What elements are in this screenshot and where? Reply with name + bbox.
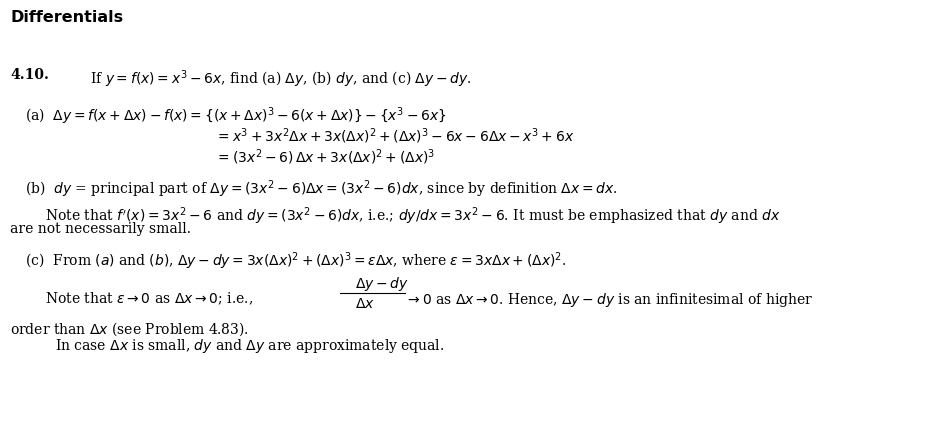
Text: order than $\Delta x$ (see Problem 4.83).: order than $\Delta x$ (see Problem 4.83)… <box>10 320 249 337</box>
Text: (b)  $dy$ = principal part of $\Delta y = (3x^2 - 6)\Delta x = (3x^2 - 6)dx$, si: (b) $dy$ = principal part of $\Delta y =… <box>25 178 617 200</box>
Text: $\Delta x$: $\Delta x$ <box>355 297 375 311</box>
Text: $\rightarrow 0$ as $\Delta x \rightarrow 0$. Hence, $\Delta y - dy$ is an infini: $\rightarrow 0$ as $\Delta x \rightarrow… <box>405 291 813 309</box>
Text: $= x^3 + 3x^2 \Delta x + 3x(\Delta x)^2 + (\Delta x)^3 - 6x - 6\Delta x - x^3 + : $= x^3 + 3x^2 \Delta x + 3x(\Delta x)^2 … <box>215 126 574 146</box>
Text: Note that $\epsilon \rightarrow 0$ as $\Delta x \rightarrow 0$; i.e.,: Note that $\epsilon \rightarrow 0$ as $\… <box>45 291 253 307</box>
Text: Note that $f'(x) = 3x^2 - 6$ and $dy = (3x^2 - 6)dx$, i.e.; $dy/dx = 3x^2 - 6$. : Note that $f'(x) = 3x^2 - 6$ and $dy = (… <box>45 205 781 227</box>
Text: (a)  $\Delta y = f(x + \Delta x) - f(x) = \{(x + \Delta x)^3 - 6(x + \Delta x)\}: (a) $\Delta y = f(x + \Delta x) - f(x) =… <box>25 105 447 127</box>
Text: In case $\Delta x$ is small, $dy$ and $\Delta y$ are approximately equal.: In case $\Delta x$ is small, $dy$ and $\… <box>55 337 445 355</box>
Text: $= (3x^2 - 6)\,\Delta x + 3x(\Delta x)^2 + (\Delta x)^3$: $= (3x^2 - 6)\,\Delta x + 3x(\Delta x)^2… <box>215 147 435 167</box>
Text: $\Delta y - dy$: $\Delta y - dy$ <box>355 275 409 293</box>
Text: If $y = f(x) = x^3 - 6x$, find (a) $\Delta y$, (b) $dy$, and (c) $\Delta y - dy$: If $y = f(x) = x^3 - 6x$, find (a) $\Del… <box>90 68 472 90</box>
Text: are not necessarily small.: are not necessarily small. <box>10 222 191 236</box>
Text: (c)  From $(a)$ and $(b)$, $\Delta y - dy = 3x(\Delta x)^2 + (\Delta x)^3 = \eps: (c) From $(a)$ and $(b)$, $\Delta y - dy… <box>25 250 566 272</box>
Text: 4.10.: 4.10. <box>10 68 49 82</box>
Text: Differentials: Differentials <box>10 10 123 25</box>
